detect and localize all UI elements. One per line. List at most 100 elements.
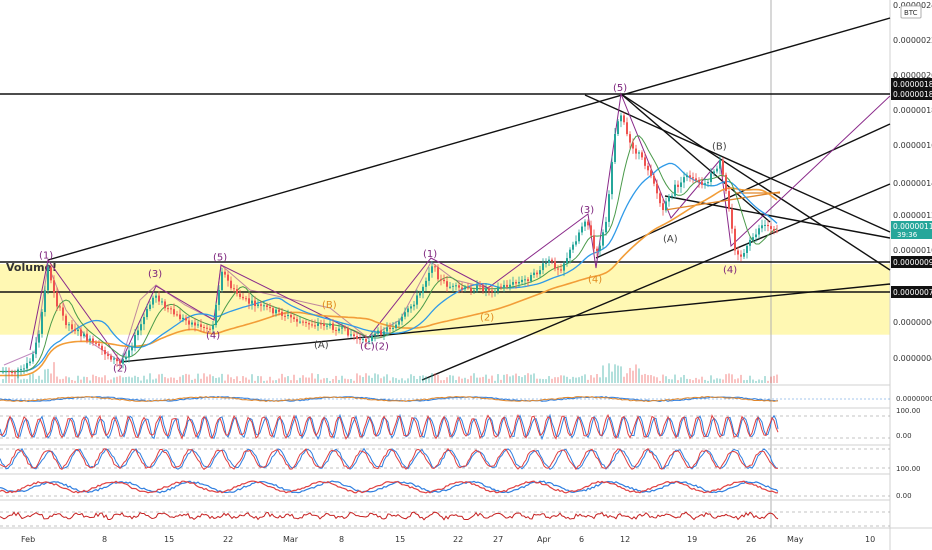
x-tick-label: 8 (102, 535, 107, 544)
price-badge (891, 256, 932, 268)
candle-body (212, 325, 214, 330)
candle-body (257, 304, 259, 307)
volume-bar (542, 379, 544, 383)
volume-bar (62, 378, 64, 383)
candle-body (29, 361, 31, 364)
candle-body (578, 232, 580, 242)
volume-bar (749, 375, 751, 383)
volume-bar (143, 375, 145, 383)
volume-bar (500, 379, 502, 383)
candle-body (467, 287, 469, 289)
candle-body (62, 307, 64, 316)
candle-body (95, 342, 97, 344)
volume-bar (374, 373, 376, 383)
candle-body (197, 324, 199, 326)
volume-bar (356, 373, 358, 383)
volume-bar (773, 375, 775, 383)
candle-body (107, 354, 109, 356)
candle-body (221, 271, 223, 291)
volume-bar (194, 378, 196, 383)
candle-body (767, 224, 769, 227)
candle-body (542, 263, 544, 271)
volume-bar (329, 380, 331, 383)
volume-bar (251, 374, 253, 383)
volume-bar (446, 377, 448, 383)
candle-body (449, 286, 451, 288)
time-axis[interactable]: Feb 8 15 22 Mar 8 15 22 27 Apr 6 12 19 26 May 10 (21, 535, 875, 544)
candle-body (53, 280, 55, 293)
volume-bar (695, 377, 697, 383)
x-tick-label: 10 (865, 535, 875, 544)
candle-body (728, 191, 730, 209)
candle-body (146, 309, 148, 318)
volume-bar (41, 379, 43, 383)
volume-bar (95, 376, 97, 383)
candle-body (245, 298, 247, 300)
volume-bar (116, 376, 118, 383)
volume-bar (269, 376, 271, 383)
candle-body (188, 320, 190, 325)
wave-label: (C)(2) (360, 342, 389, 353)
volume-bar (482, 376, 484, 383)
volume-bar (149, 373, 151, 383)
candle-body (320, 323, 322, 325)
volume-bar (470, 375, 472, 383)
candle-body (266, 305, 268, 307)
candle-body (503, 284, 505, 288)
volume-bar (146, 379, 148, 383)
volume-bar (137, 376, 139, 383)
candle-body (200, 324, 202, 327)
rising-trendline-1 (421, 183, 891, 381)
x-tick-label: 15 (164, 535, 174, 544)
x-tick-label: Apr (537, 535, 552, 544)
candle-body (341, 327, 343, 329)
volume-bar (119, 375, 121, 383)
volume-bar (170, 377, 172, 383)
candle-body (665, 201, 667, 210)
volume-bar (746, 379, 748, 383)
volume-bar (554, 377, 556, 383)
candle-body (635, 148, 637, 154)
candle-body (581, 226, 583, 233)
candle-body (269, 306, 271, 309)
candle-body (758, 228, 760, 235)
volume-bar (578, 377, 580, 383)
volume-bar (626, 373, 628, 383)
volume-bar (32, 373, 34, 383)
candle-body (80, 329, 82, 337)
volume-bar (755, 380, 757, 383)
indicator-tick-label: 100.00 (896, 407, 921, 415)
rsi-line (0, 480, 779, 494)
candle-body (368, 340, 370, 342)
wave-label: (4) (723, 265, 737, 276)
candle-body (359, 338, 361, 340)
volume-bar (419, 375, 421, 383)
candle-body (47, 267, 49, 291)
volume-bar (86, 377, 88, 383)
candle-body (515, 282, 517, 284)
indicator-tick-label: 0.00 (896, 432, 912, 440)
stochrsi-d (0, 413, 779, 440)
currency-badge: BTC (900, 5, 922, 19)
candle-body (587, 221, 589, 226)
x-tick-label: Feb (21, 535, 35, 544)
volume-bar (632, 370, 634, 383)
candle-body (125, 356, 127, 360)
volume-bar (503, 374, 505, 383)
volume-bar (737, 378, 739, 383)
volume-bar (548, 376, 550, 383)
volume-bar (527, 373, 529, 383)
candle-body (59, 306, 61, 308)
candle-body (485, 288, 487, 292)
volume-bar (365, 373, 367, 383)
volume-bar (620, 366, 622, 383)
candle-body (731, 208, 733, 229)
candle-body (26, 363, 28, 369)
volume-bar (236, 376, 238, 383)
candle-body (35, 342, 37, 355)
wave-label: (B) (322, 300, 337, 311)
rsi-signal (0, 480, 779, 494)
volume-bar (725, 374, 727, 383)
